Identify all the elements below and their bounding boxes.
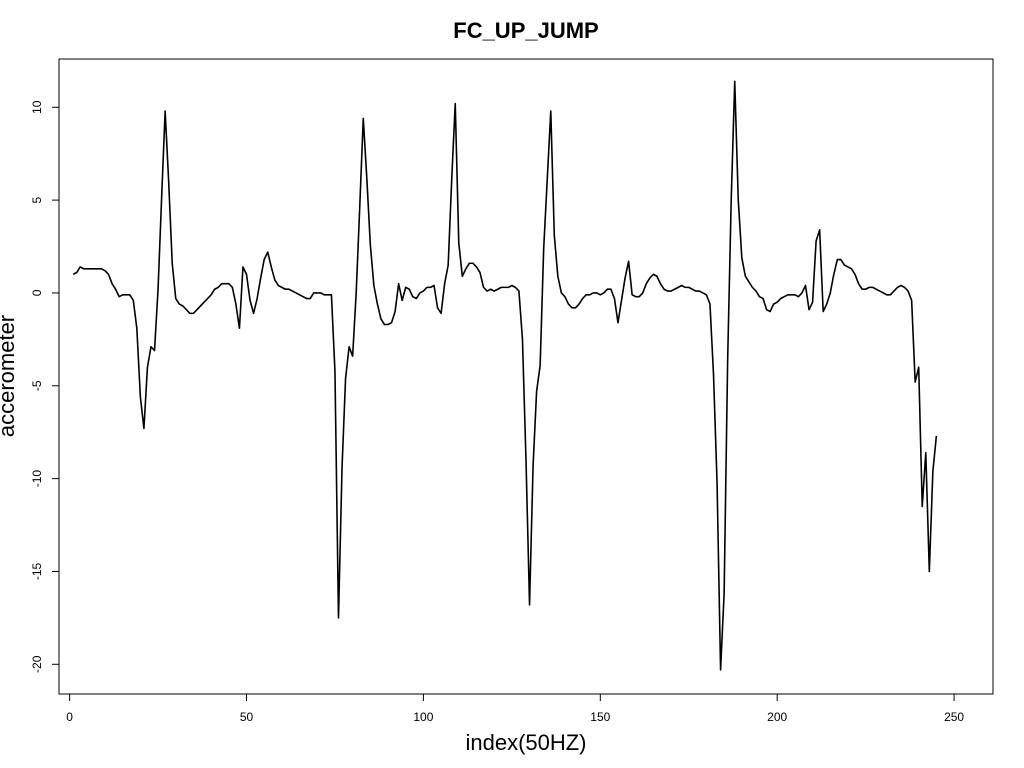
x-tick-label: 200 <box>767 710 787 724</box>
y-axis-label: accerometer <box>0 315 19 437</box>
y-tick-label: 5 <box>30 196 44 203</box>
y-tick-label: 0 <box>30 289 44 296</box>
x-tick-label: 50 <box>240 710 254 724</box>
plot-frame <box>58 58 994 695</box>
x-tick-label: 0 <box>66 710 73 724</box>
y-tick-label: 10 <box>30 100 44 114</box>
x-axis-label: index(50HZ) <box>465 730 586 755</box>
y-tick-label: -10 <box>30 470 44 488</box>
x-tick-label: 250 <box>944 710 964 724</box>
y-tick-label: -15 <box>30 562 44 580</box>
y-axis-ticks: 10 5 0 -5 -10 -15 -20 <box>30 100 59 673</box>
y-tick-label: -5 <box>30 380 44 391</box>
y-tick-label: -20 <box>30 655 44 673</box>
chart-title: FC_UP_JUMP <box>453 18 598 43</box>
x-tick-label: 100 <box>413 710 433 724</box>
x-tick-label: 150 <box>590 710 610 724</box>
x-axis-ticks: 0 50 100 150 200 250 <box>66 694 964 724</box>
series-line-accerometer <box>72 80 938 671</box>
